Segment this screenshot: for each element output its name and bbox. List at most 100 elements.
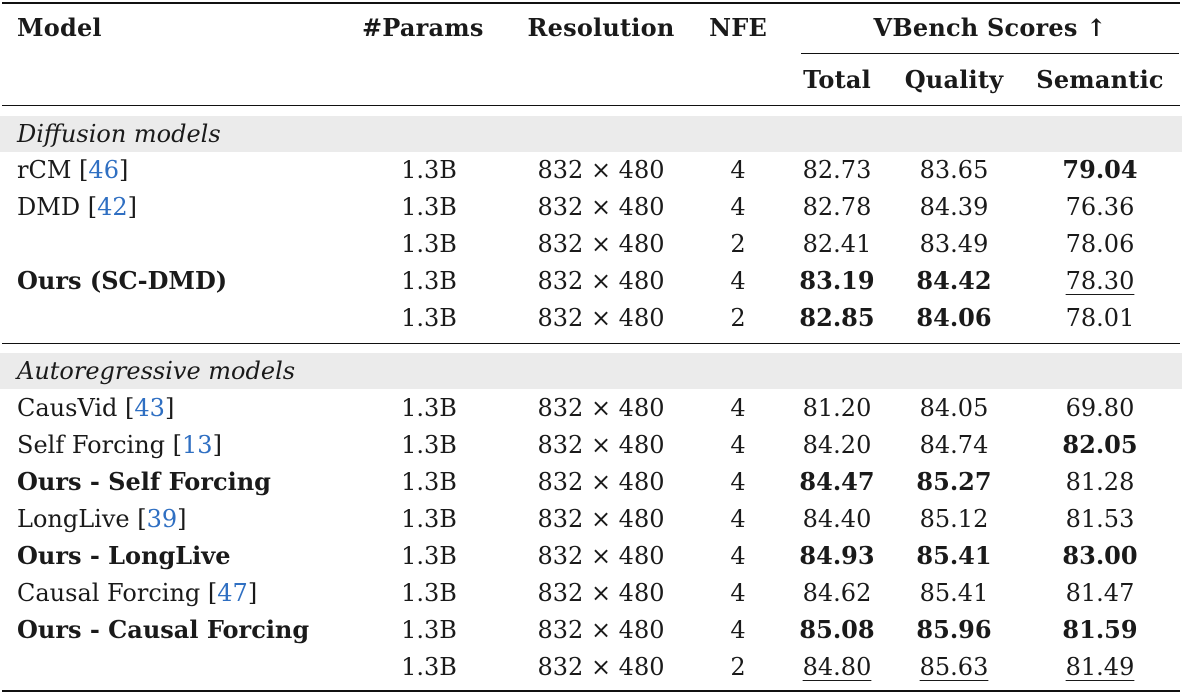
quality-cell: 84.05 <box>919 394 989 422</box>
header-params: #Params <box>362 13 484 42</box>
semantic-cell: 79.04 <box>1062 155 1138 184</box>
nfe-cell: 4 <box>730 156 746 184</box>
model-name: rCM [46] <box>17 156 129 184</box>
model-name: Self Forcing [13] <box>17 431 222 459</box>
params-cell: 1.3B <box>401 267 457 295</box>
total-cell: 85.08 <box>799 615 875 644</box>
header-model: Model <box>17 13 102 42</box>
params-cell: 1.3B <box>401 230 457 258</box>
quality-cell: 83.65 <box>919 156 989 184</box>
section-band-autoregressive <box>0 353 1182 389</box>
params-cell: 1.3B <box>401 394 457 422</box>
params-cell: 1.3B <box>401 616 457 644</box>
semantic-cell: 69.80 <box>1065 394 1135 422</box>
section-title-autoregressive: Autoregressive models <box>17 357 296 385</box>
nfe-cell: 2 <box>730 230 746 258</box>
nfe-cell: 2 <box>730 304 746 332</box>
resolution-cell: 832 × 480 <box>537 505 665 533</box>
resolution-cell: 832 × 480 <box>537 542 665 570</box>
total-cell: 82.73 <box>802 156 872 184</box>
nfe-cell: 4 <box>730 505 746 533</box>
total-cell: 84.93 <box>799 541 875 570</box>
quality-cell: 85.41 <box>919 579 989 607</box>
resolution-cell: 832 × 480 <box>537 616 665 644</box>
semantic-cell: 78.01 <box>1065 304 1135 332</box>
semantic-cell: 81.59 <box>1062 615 1138 644</box>
quality-cell: 85.63 <box>919 653 989 681</box>
citation-link[interactable]: 46 <box>88 156 119 184</box>
resolution-cell: 832 × 480 <box>537 230 665 258</box>
citation-link[interactable]: 47 <box>217 579 248 607</box>
params-cell: 1.3B <box>401 505 457 533</box>
section-rule <box>2 343 1180 344</box>
quality-cell: 84.74 <box>919 431 989 459</box>
resolution-cell: 832 × 480 <box>537 431 665 459</box>
semantic-cell: 81.28 <box>1065 468 1135 496</box>
quality-cell: 85.12 <box>919 505 989 533</box>
section-title-diffusion: Diffusion models <box>17 120 221 148</box>
model-name: CausVid [43] <box>17 394 175 422</box>
header-quality: Quality <box>904 65 1004 94</box>
header-semantic: Semantic <box>1036 65 1164 94</box>
quality-cell: 84.39 <box>919 193 989 221</box>
semantic-cell: 82.05 <box>1062 430 1138 459</box>
citation-link[interactable]: 39 <box>146 505 178 533</box>
citation-link[interactable]: 43 <box>134 394 165 422</box>
params-cell: 1.3B <box>401 431 457 459</box>
semantic-cell: 81.53 <box>1065 505 1135 533</box>
model-name: LongLive [39] <box>17 505 187 533</box>
header-rule <box>2 105 1180 106</box>
citation-link[interactable]: 42 <box>97 193 128 221</box>
citation-link[interactable]: 13 <box>182 431 213 459</box>
quality-cell: 85.27 <box>916 467 992 496</box>
total-cell: 84.80 <box>802 653 872 681</box>
total-cell: 82.78 <box>802 193 872 221</box>
nfe-cell: 4 <box>730 267 746 295</box>
header-resolution: Resolution <box>527 13 675 42</box>
semantic-cell: 78.30 <box>1065 267 1135 295</box>
total-cell: 84.40 <box>802 505 872 533</box>
total-cell: 84.20 <box>802 431 872 459</box>
total-cell: 82.85 <box>799 303 875 332</box>
model-name: DMD [42] <box>17 193 137 221</box>
total-cell: 81.20 <box>802 394 872 422</box>
bottom-rule <box>2 690 1180 692</box>
top-rule <box>2 2 1180 4</box>
model-name: Ours (SC-DMD) <box>17 266 228 295</box>
quality-cell: 83.49 <box>919 230 989 258</box>
params-cell: 1.3B <box>401 468 457 496</box>
model-name: Ours - Causal Forcing <box>17 615 310 644</box>
total-cell: 83.19 <box>799 266 875 295</box>
section-band-diffusion <box>0 116 1182 152</box>
semantic-cell: 81.47 <box>1065 579 1135 607</box>
total-cell: 84.47 <box>799 467 875 496</box>
params-cell: 1.3B <box>401 304 457 332</box>
resolution-cell: 832 × 480 <box>537 156 665 184</box>
nfe-cell: 4 <box>730 616 746 644</box>
params-cell: 1.3B <box>401 156 457 184</box>
resolution-cell: 832 × 480 <box>537 193 665 221</box>
resolution-cell: 832 × 480 <box>537 304 665 332</box>
semantic-cell: 83.00 <box>1062 541 1138 570</box>
semantic-cell: 76.36 <box>1065 193 1135 221</box>
nfe-cell: 4 <box>730 579 746 607</box>
nfe-cell: 4 <box>730 431 746 459</box>
semantic-cell: 78.06 <box>1065 230 1135 258</box>
nfe-cell: 2 <box>730 653 746 681</box>
quality-cell: 84.06 <box>916 303 992 332</box>
vbench-subrule <box>801 53 1179 54</box>
semantic-cell: 81.49 <box>1065 653 1135 681</box>
params-cell: 1.3B <box>401 579 457 607</box>
resolution-cell: 832 × 480 <box>537 579 665 607</box>
resolution-cell: 832 × 480 <box>537 267 665 295</box>
header-vbench: VBench Scores ↑ <box>873 13 1107 42</box>
nfe-cell: 4 <box>730 193 746 221</box>
nfe-cell: 4 <box>730 542 746 570</box>
resolution-cell: 832 × 480 <box>537 653 665 681</box>
resolution-cell: 832 × 480 <box>537 468 665 496</box>
quality-cell: 84.42 <box>916 266 992 295</box>
model-name: Ours - LongLive <box>17 541 231 570</box>
total-cell: 82.41 <box>802 230 872 258</box>
total-cell: 84.62 <box>802 579 872 607</box>
